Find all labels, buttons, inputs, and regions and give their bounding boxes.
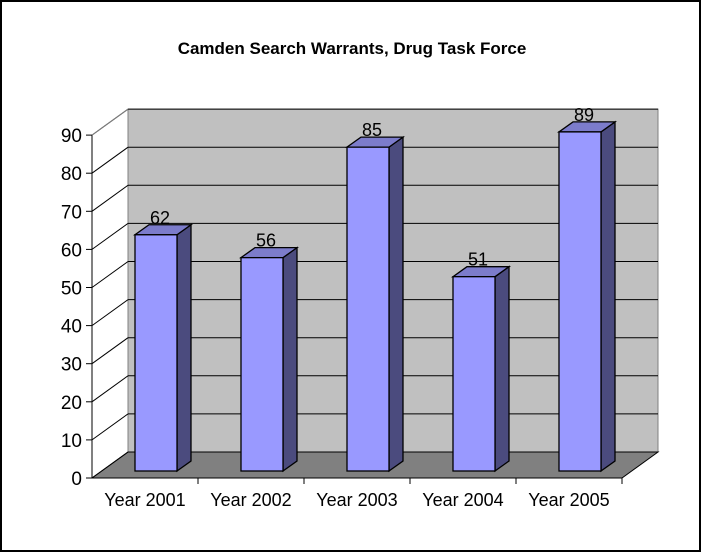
chart-title: Camden Search Warrants, Drug Task Force: [178, 39, 527, 58]
bar: [558, 131, 602, 472]
gridline-diagonal: [91, 337, 129, 365]
x-tick-label: Year 2002: [210, 490, 291, 510]
chart-axes: [91, 108, 622, 479]
data-label: 56: [256, 231, 276, 251]
data-label: 89: [574, 105, 594, 125]
y-axis-ticks: 0 10 20 30 40 50 60 70 80 90: [61, 126, 92, 490]
gridline-diagonal: [91, 222, 129, 250]
x-tick-label: Year 2003: [316, 490, 397, 510]
gridline-diagonal: [91, 413, 129, 441]
gridline-diagonal: [91, 451, 129, 479]
y-tick-label: 70: [61, 202, 82, 223]
bars: 62 56 85 51 89: [132, 105, 618, 473]
bar: [346, 146, 390, 472]
y-tick-label: 50: [61, 279, 82, 300]
bar-side: [600, 120, 616, 473]
wall-edge: [91, 108, 129, 136]
gridline-diagonal: [91, 261, 129, 288]
x-tick-label: Year 2004: [422, 490, 503, 510]
bar: [452, 276, 496, 472]
bar-side: [388, 135, 404, 473]
bar: [134, 234, 178, 472]
data-label: 85: [362, 120, 382, 140]
bar-side: [282, 246, 298, 473]
y-tick-label: 30: [61, 355, 82, 376]
y-tick-label: 40: [61, 317, 82, 338]
x-tick-label: Year 2005: [528, 490, 609, 510]
y-tick-label: 0: [71, 469, 82, 490]
gridline-diagonal: [91, 375, 129, 403]
y-tick-label: 60: [61, 240, 82, 261]
gridline-diagonal: [91, 146, 129, 174]
data-label: 51: [468, 250, 488, 270]
bar-side: [176, 223, 192, 473]
bar-side: [494, 265, 510, 473]
y-tick-label: 80: [61, 164, 82, 185]
bar: [240, 256, 284, 472]
gridline-diagonal: [91, 299, 129, 327]
y-tick-label: 90: [61, 126, 82, 147]
gridline-diagonal: [91, 184, 129, 212]
y-tick-label: 10: [61, 431, 82, 452]
x-tick-label: Year 2001: [104, 490, 185, 510]
data-label: 62: [150, 208, 170, 228]
x-axis-labels: Year 2001 Year 2002 Year 2003 Year 2004 Year…: [104, 478, 623, 510]
y-tick-label: 20: [61, 393, 82, 414]
